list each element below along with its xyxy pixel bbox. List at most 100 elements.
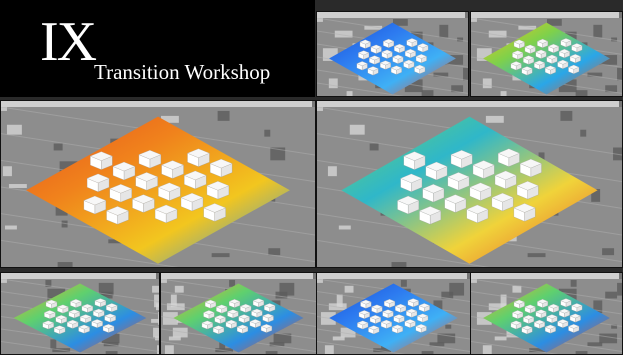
building-block: [356, 61, 368, 71]
building-block: [203, 203, 227, 222]
building-block: [204, 299, 217, 309]
heatmap-surface: [173, 283, 304, 353]
building-block: [206, 181, 230, 200]
building-block: [380, 319, 393, 329]
building-block: [560, 298, 572, 308]
heatmap-surface: [26, 116, 290, 264]
building-block: [535, 49, 547, 59]
building-block: [571, 43, 583, 53]
close-icon[interactable]: [312, 101, 315, 107]
render-viewport[interactable]: [316, 11, 469, 97]
close-icon[interactable]: [465, 12, 468, 18]
building-block: [416, 313, 429, 323]
building-block: [404, 48, 417, 59]
building-block: [138, 150, 162, 169]
building-block: [547, 303, 560, 313]
building-block: [228, 299, 241, 308]
render-viewport[interactable]: [160, 272, 317, 355]
city-simulation-render: [471, 279, 622, 354]
render-viewport[interactable]: [316, 100, 623, 268]
close-icon[interactable]: [467, 273, 470, 279]
building-block: [513, 299, 525, 309]
building-block: [92, 308, 105, 318]
building-block: [86, 173, 110, 193]
close-icon[interactable]: [619, 12, 622, 18]
building-block: [214, 315, 226, 324]
building-block: [557, 59, 569, 69]
building-block: [379, 60, 392, 70]
building-block: [394, 303, 407, 313]
building-block: [403, 59, 415, 69]
city-simulation-render: [317, 18, 468, 96]
building-block: [519, 158, 542, 178]
building-block: [135, 172, 159, 191]
close-icon[interactable]: [619, 101, 622, 107]
close-icon[interactable]: [156, 273, 159, 279]
render-viewport[interactable]: [316, 272, 471, 355]
building-block: [83, 195, 107, 215]
building-block: [425, 161, 448, 181]
city-simulation-render: [1, 107, 315, 267]
building-block: [404, 319, 416, 328]
building-block: [497, 148, 520, 167]
building-block: [251, 308, 263, 318]
building-block: [571, 303, 583, 313]
building-block: [522, 55, 535, 65]
building-block: [521, 66, 533, 76]
building-block: [469, 182, 492, 201]
building-block: [491, 192, 514, 212]
building-block: [466, 204, 489, 224]
building-block: [161, 160, 184, 179]
building-block: [356, 320, 369, 330]
render-viewport[interactable]: [470, 272, 623, 355]
building-block: [383, 299, 396, 308]
close-icon[interactable]: [313, 273, 316, 279]
building-block: [535, 309, 547, 319]
building-block: [102, 324, 115, 333]
heatmap-surface: [13, 283, 147, 353]
building-block: [227, 309, 239, 319]
close-icon[interactable]: [619, 273, 622, 279]
building-block: [568, 64, 580, 74]
building-block: [105, 303, 118, 313]
building-block: [239, 303, 252, 313]
city-simulation-render: [317, 279, 470, 354]
building-block: [209, 158, 233, 178]
building-block: [43, 310, 56, 319]
render-viewport[interactable]: [0, 272, 160, 355]
building-block: [358, 310, 371, 319]
building-block: [547, 43, 560, 54]
roman-numeral: IX: [40, 11, 97, 73]
city-simulation-render: [1, 279, 159, 354]
building-block: [546, 314, 558, 324]
building-block: [78, 324, 91, 334]
heatmap-surface: [483, 283, 610, 353]
building-block: [558, 48, 571, 59]
building-block: [512, 310, 524, 319]
building-block: [415, 54, 427, 64]
building-block: [513, 39, 525, 49]
building-block: [212, 325, 225, 335]
building-block: [81, 303, 94, 313]
render-viewport[interactable]: [0, 100, 316, 268]
building-block: [180, 192, 204, 212]
building-block: [382, 38, 395, 49]
building-block: [112, 161, 136, 181]
building-block: [397, 195, 420, 215]
building-block: [154, 204, 178, 224]
building-block: [45, 299, 58, 309]
heatmap-surface: [483, 22, 610, 95]
building-block: [391, 324, 404, 334]
building-block: [132, 194, 155, 213]
building-block: [368, 55, 381, 65]
building-block: [444, 194, 467, 213]
building-block: [109, 184, 133, 203]
building-block: [91, 319, 104, 328]
building-block: [390, 65, 403, 75]
building-block: [94, 298, 107, 308]
building-block: [400, 173, 423, 193]
render-viewport[interactable]: [470, 11, 623, 97]
building-block: [510, 320, 522, 330]
building-block: [415, 324, 427, 333]
building-block: [417, 43, 429, 53]
